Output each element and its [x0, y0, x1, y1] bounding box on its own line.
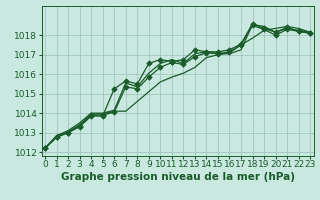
X-axis label: Graphe pression niveau de la mer (hPa): Graphe pression niveau de la mer (hPa): [60, 172, 295, 182]
